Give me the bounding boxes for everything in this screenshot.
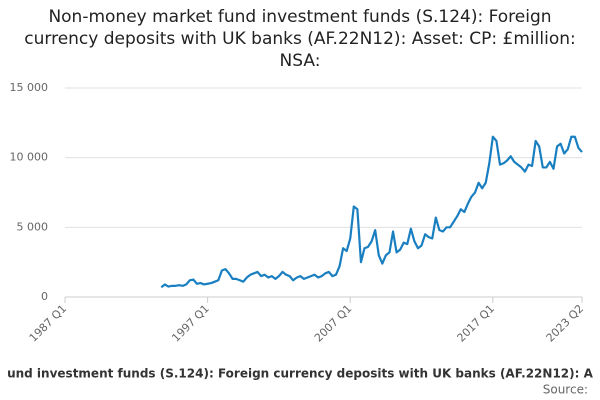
x-tick-label: 1987 Q1 (27, 302, 70, 345)
y-tick-label: 0 (41, 290, 48, 303)
y-tick-label: 15 000 (10, 81, 49, 94)
chart-title: Non-money market fund investment funds (… (24, 7, 576, 71)
x-tick-label: 2017 Q1 (455, 302, 498, 345)
x-tick-label: 2023 Q2 (544, 302, 587, 345)
legend-text: und investment funds (S.124): Foreign cu… (7, 367, 594, 381)
y-tick-label: 10 000 (10, 151, 49, 164)
data-line (160, 135, 583, 289)
x-tick-label: 2007 Q1 (312, 302, 355, 345)
y-tick-label: 5 000 (17, 220, 49, 233)
source: Source: (543, 383, 588, 397)
x-tick-label: 1997 Q1 (169, 302, 212, 345)
